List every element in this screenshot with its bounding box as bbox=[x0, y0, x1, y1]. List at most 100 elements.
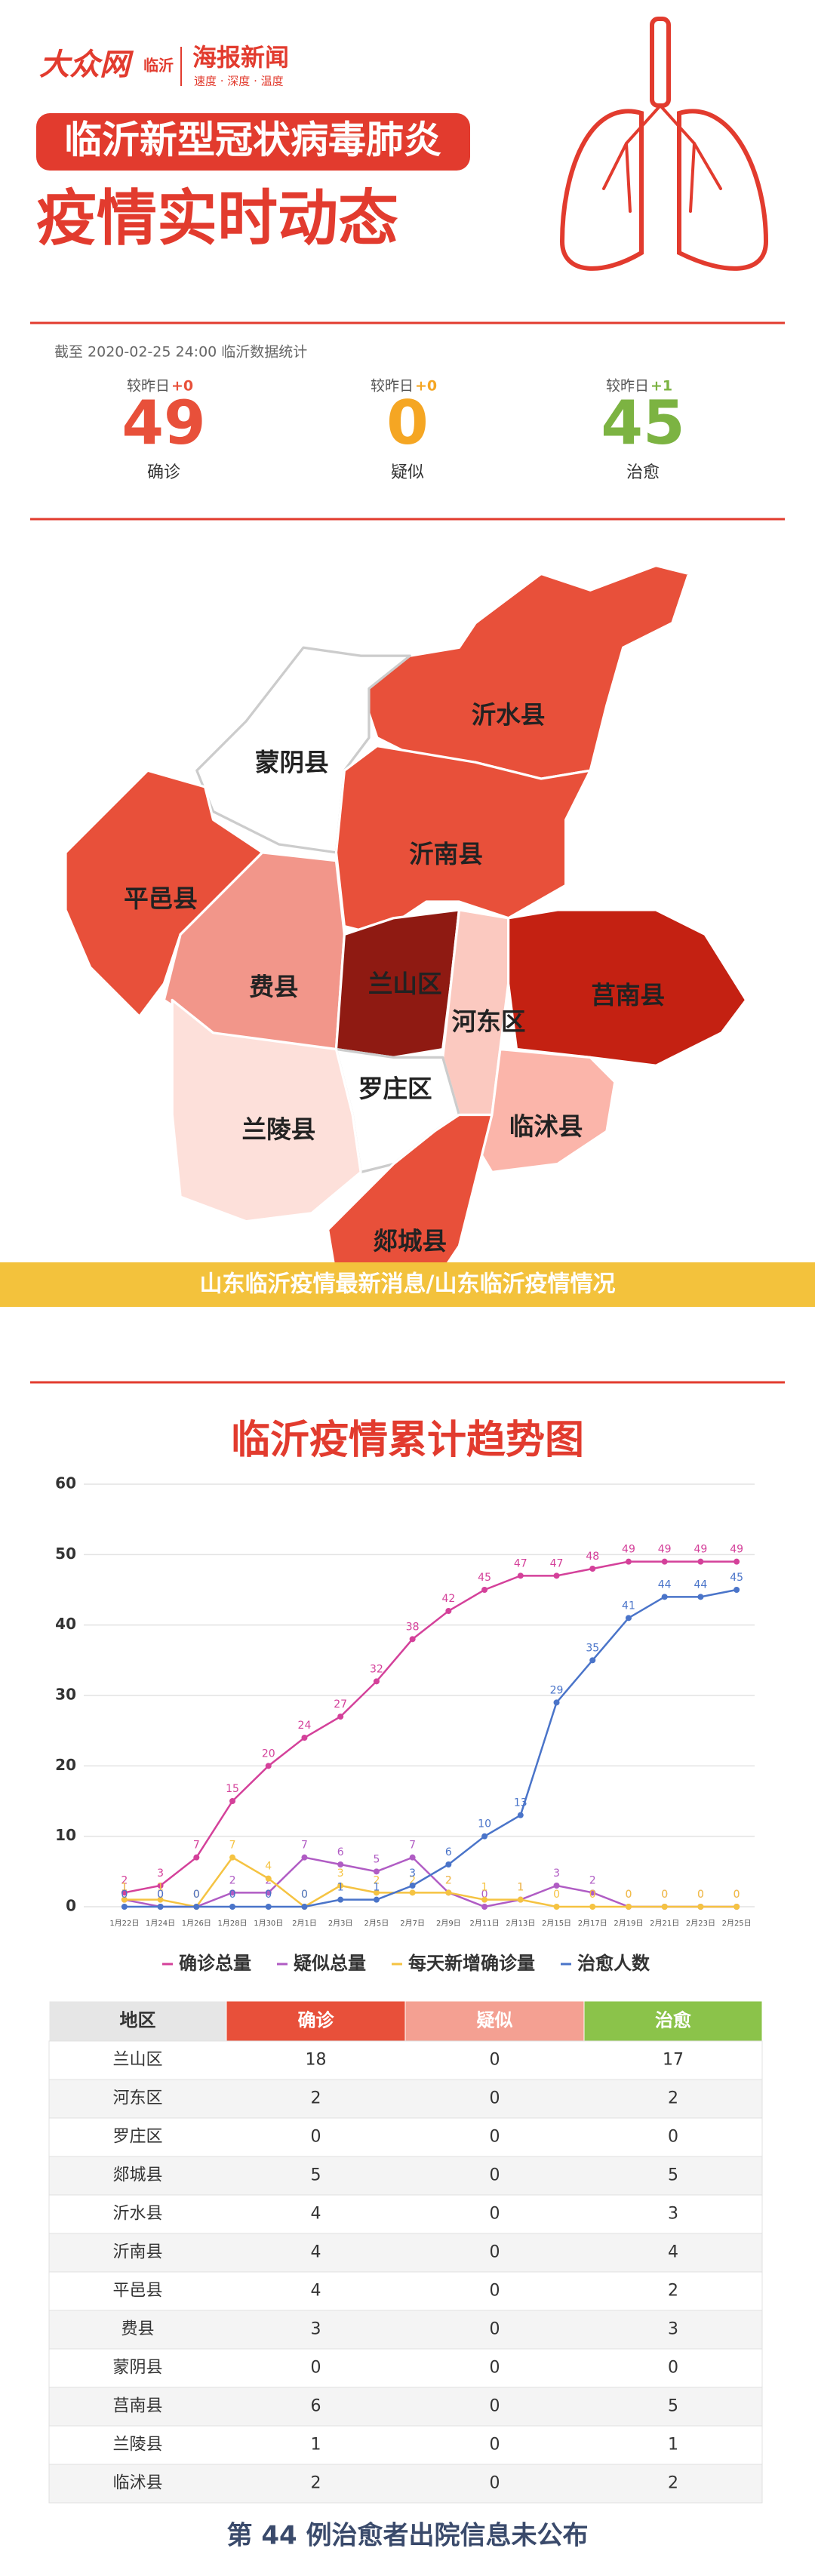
point bbox=[734, 1587, 740, 1593]
x-tick-label: 2月21日 bbox=[650, 1919, 679, 1928]
point bbox=[625, 1615, 632, 1622]
change: +1 bbox=[650, 378, 672, 395]
cell: 3 bbox=[311, 2320, 321, 2339]
logo-sub: 临沂 bbox=[143, 57, 174, 75]
data-label: 0 bbox=[481, 1889, 488, 1901]
cell: 0 bbox=[490, 2205, 500, 2224]
data-label: 0 bbox=[589, 1889, 596, 1901]
region-label: 蒙阴县 bbox=[255, 748, 329, 776]
cell: 沂水县 bbox=[112, 2205, 162, 2224]
data-label: 3 bbox=[409, 1867, 416, 1880]
region-label: 兰陵县 bbox=[242, 1115, 316, 1144]
data-label: 2 bbox=[373, 1874, 380, 1886]
x-tick-label: 2月17日 bbox=[578, 1919, 607, 1928]
x-tick-label: 1月28日 bbox=[217, 1919, 247, 1928]
data-label: 2 bbox=[445, 1874, 452, 1886]
data-label: 1 bbox=[121, 1882, 128, 1894]
cell: 5 bbox=[668, 2397, 678, 2416]
point bbox=[193, 1904, 200, 1910]
point bbox=[589, 1889, 596, 1896]
cell: 2 bbox=[668, 2282, 678, 2301]
cell: 罗庄区 bbox=[112, 2128, 162, 2147]
point bbox=[373, 1678, 380, 1685]
data-label: 0 bbox=[157, 1889, 164, 1901]
point bbox=[229, 1854, 236, 1861]
footer: 第 44 例治愈者出院信息未公布 bbox=[227, 2521, 589, 2551]
point bbox=[589, 1657, 596, 1664]
data-label: 15 bbox=[226, 1783, 239, 1795]
stat-value: 49 bbox=[121, 388, 205, 458]
data-label: 0 bbox=[301, 1889, 308, 1901]
cell: 3 bbox=[668, 2320, 678, 2339]
stat-label: 疑似 bbox=[391, 463, 424, 482]
point bbox=[373, 1868, 380, 1875]
data-label: 2 bbox=[229, 1874, 236, 1886]
data-label: 1 bbox=[121, 1882, 128, 1894]
cell: 5 bbox=[311, 2166, 321, 2185]
cell: 0 bbox=[490, 2166, 500, 2185]
point bbox=[265, 1904, 272, 1910]
point bbox=[445, 1889, 452, 1896]
region-label: 兰山区 bbox=[368, 970, 442, 998]
cell: 0 bbox=[668, 2359, 678, 2378]
point bbox=[265, 1889, 272, 1896]
series-line bbox=[124, 1588, 737, 1908]
region-label: 沂水县 bbox=[472, 700, 546, 729]
point bbox=[481, 1587, 488, 1593]
x-tick-label: 2月3日 bbox=[328, 1919, 353, 1928]
data-label: 24 bbox=[298, 1720, 312, 1732]
data-label: 0 bbox=[553, 1889, 560, 1901]
banner bbox=[0, 1262, 815, 1307]
data-label: 0 bbox=[301, 1889, 308, 1901]
cell: 1 bbox=[311, 2436, 321, 2455]
lungs-icon bbox=[559, 17, 769, 271]
point bbox=[481, 1904, 488, 1910]
point bbox=[553, 1699, 560, 1706]
point bbox=[229, 1798, 236, 1804]
data-label: 1 bbox=[157, 1882, 164, 1894]
cell: 0 bbox=[490, 2359, 500, 2378]
y-tick-label: 30 bbox=[55, 1686, 76, 1704]
point bbox=[481, 1896, 488, 1903]
stat-label: 治愈 bbox=[626, 463, 660, 482]
point bbox=[481, 1833, 488, 1840]
cell: 费县 bbox=[121, 2320, 154, 2339]
point bbox=[625, 1904, 632, 1910]
chart-title: 临沂疫情累计趋势图 bbox=[231, 1418, 584, 1463]
data-label: 49 bbox=[694, 1544, 708, 1556]
point bbox=[121, 1889, 128, 1896]
cell: 莒南县 bbox=[112, 2397, 162, 2416]
region-label: 河东区 bbox=[452, 1007, 526, 1036]
data-label: 47 bbox=[550, 1557, 564, 1569]
point bbox=[121, 1904, 128, 1910]
cell: 0 bbox=[490, 2474, 500, 2493]
data-label: 45 bbox=[730, 1572, 743, 1584]
brand: 海报新闻 bbox=[192, 43, 289, 72]
change: +0 bbox=[171, 378, 193, 395]
cell: 2 bbox=[311, 2474, 321, 2493]
point bbox=[265, 1875, 272, 1882]
x-tick-label: 1月24日 bbox=[146, 1919, 175, 1928]
point bbox=[589, 1904, 596, 1910]
title: 临沂新型冠状病毒肺炎 bbox=[64, 118, 441, 162]
data-label: 0 bbox=[661, 1889, 668, 1901]
region bbox=[171, 998, 362, 1223]
x-tick-label: 2月25日 bbox=[722, 1919, 752, 1928]
data-label: 2 bbox=[121, 1874, 128, 1886]
point bbox=[265, 1763, 272, 1769]
region bbox=[334, 744, 592, 936]
data-label: 1 bbox=[481, 1882, 488, 1894]
point bbox=[121, 1896, 128, 1903]
row-bg bbox=[48, 2233, 763, 2273]
data-label: 7 bbox=[409, 1840, 416, 1852]
point bbox=[301, 1904, 308, 1910]
as-of: 截至 2020-02-25 24:00 临沂数据统计 bbox=[54, 344, 307, 361]
banner-text: 山东临沂疫情最新消息/山东临沂疫情情况 bbox=[200, 1271, 616, 1298]
cell: 0 bbox=[668, 2128, 678, 2147]
cell: 2 bbox=[668, 2089, 678, 2108]
subtitle: 疫情实时动态 bbox=[36, 183, 398, 254]
data-label: 0 bbox=[157, 1889, 164, 1901]
data-label: 13 bbox=[514, 1797, 527, 1809]
header-cell bbox=[583, 2000, 763, 2042]
data-label: 44 bbox=[694, 1578, 708, 1591]
